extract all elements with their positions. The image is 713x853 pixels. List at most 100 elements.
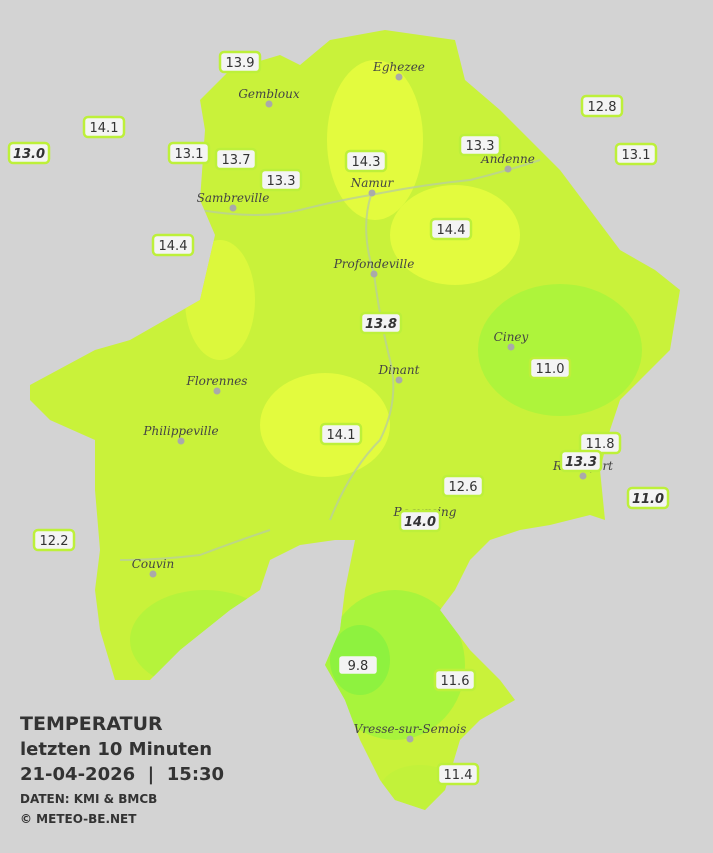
station: 13.3 (259, 168, 303, 192)
station-value: 13.3 (466, 139, 495, 154)
legend-copyright: © METEO-BE.NET (20, 812, 137, 826)
town-dot (507, 343, 515, 351)
station: 11.0 (528, 356, 572, 380)
legend-source: DATEN: KMI & BMCB (20, 792, 157, 806)
station-value: 12.8 (588, 100, 617, 115)
station: 12.2 (32, 528, 76, 552)
station-box (614, 142, 658, 166)
legend-title: TEMPERATUR (20, 713, 163, 735)
station-box (218, 50, 262, 74)
station-value: 13.3 (565, 455, 597, 470)
station-value: 13.1 (622, 148, 651, 163)
legend-datetime: 21-04-2026 | 15:30 (20, 764, 224, 785)
station: 13.9 (218, 50, 262, 74)
station-box (433, 668, 477, 692)
town-label: Ciney (494, 330, 529, 344)
station: 14.0 (398, 509, 442, 533)
station-box (429, 217, 473, 241)
station: 12.8 (580, 94, 624, 118)
station-box (458, 133, 502, 157)
station: 13.7 (214, 147, 258, 171)
station-box (398, 509, 442, 533)
station: 14.1 (82, 115, 126, 139)
station-value: 11.6 (441, 674, 470, 689)
station-value: 9.8 (348, 659, 369, 674)
station: 12.6 (441, 474, 485, 498)
station-value: 13.7 (222, 153, 251, 168)
station-box (319, 422, 363, 446)
station: 13.1 (167, 141, 211, 165)
station-value: 14.1 (327, 428, 356, 443)
station-value: 14.4 (159, 239, 188, 254)
station-value: 14.0 (404, 515, 436, 530)
station-box (559, 449, 603, 473)
station-value: 14.4 (437, 223, 466, 238)
town-dot (149, 570, 157, 578)
town-dot (177, 437, 185, 445)
station-box (82, 115, 126, 139)
station: 13.8 (359, 311, 403, 335)
station-box (436, 762, 480, 786)
station-box (32, 528, 76, 552)
town-dot (370, 270, 378, 278)
town-label: Eghezee (372, 60, 425, 74)
station: 14.1 (319, 422, 363, 446)
town-label: Philippeville (142, 424, 218, 438)
town-dot (229, 204, 237, 212)
town-dot (504, 165, 512, 173)
station-value: 11.8 (586, 437, 615, 452)
town-label: Namur (350, 176, 395, 190)
station: 13.3 (559, 449, 603, 473)
station-box (167, 141, 211, 165)
station: 13.0 (7, 141, 51, 165)
station: 13.1 (614, 142, 658, 166)
town-label: Couvin (132, 557, 174, 571)
station-box (214, 147, 258, 171)
station-value: 13.9 (226, 56, 255, 71)
town-label: Gembloux (238, 87, 300, 101)
station: 14.4 (151, 233, 195, 257)
station-box (359, 311, 403, 335)
station-box (528, 356, 572, 380)
station-value: 13.1 (175, 147, 204, 162)
station-box (336, 653, 380, 677)
station-value: 12.6 (449, 480, 478, 495)
station-value: 12.2 (40, 534, 69, 549)
station-box (626, 486, 670, 510)
town-dot (265, 100, 273, 108)
town-dot (406, 735, 414, 743)
station-box (151, 233, 195, 257)
town-label: Profondeville (333, 257, 415, 271)
station-box (580, 94, 624, 118)
station-value: 13.8 (365, 317, 397, 332)
station-value: 11.0 (632, 492, 664, 507)
station-box (441, 474, 485, 498)
town-dot (395, 376, 403, 384)
station: 14.4 (429, 217, 473, 241)
town-label: Sambreville (197, 191, 270, 205)
town-label: Vresse-sur-Semois (354, 722, 467, 736)
station: 14.3 (344, 149, 388, 173)
station: 11.6 (433, 668, 477, 692)
station-box (344, 149, 388, 173)
legend-subtitle: letzten 10 Minuten (20, 739, 212, 760)
town-label: Florennes (186, 374, 248, 388)
station-box (7, 141, 51, 165)
station-value: 14.1 (90, 121, 119, 136)
town-dot (395, 73, 403, 81)
station: 11.0 (626, 486, 670, 510)
station-value: 13.3 (267, 174, 296, 189)
station: 11.4 (436, 762, 480, 786)
station-box (259, 168, 303, 192)
town-label: Dinant (378, 363, 420, 377)
station: 13.3 (458, 133, 502, 157)
station-value: 14.3 (352, 155, 381, 170)
station: 9.8 (336, 653, 380, 677)
station-value: 13.0 (13, 147, 45, 162)
station-value: 11.4 (444, 768, 473, 783)
station: 11.8 (578, 431, 622, 455)
station-value: 11.0 (536, 362, 565, 377)
town-dot (579, 472, 587, 480)
town-dot (213, 387, 221, 395)
